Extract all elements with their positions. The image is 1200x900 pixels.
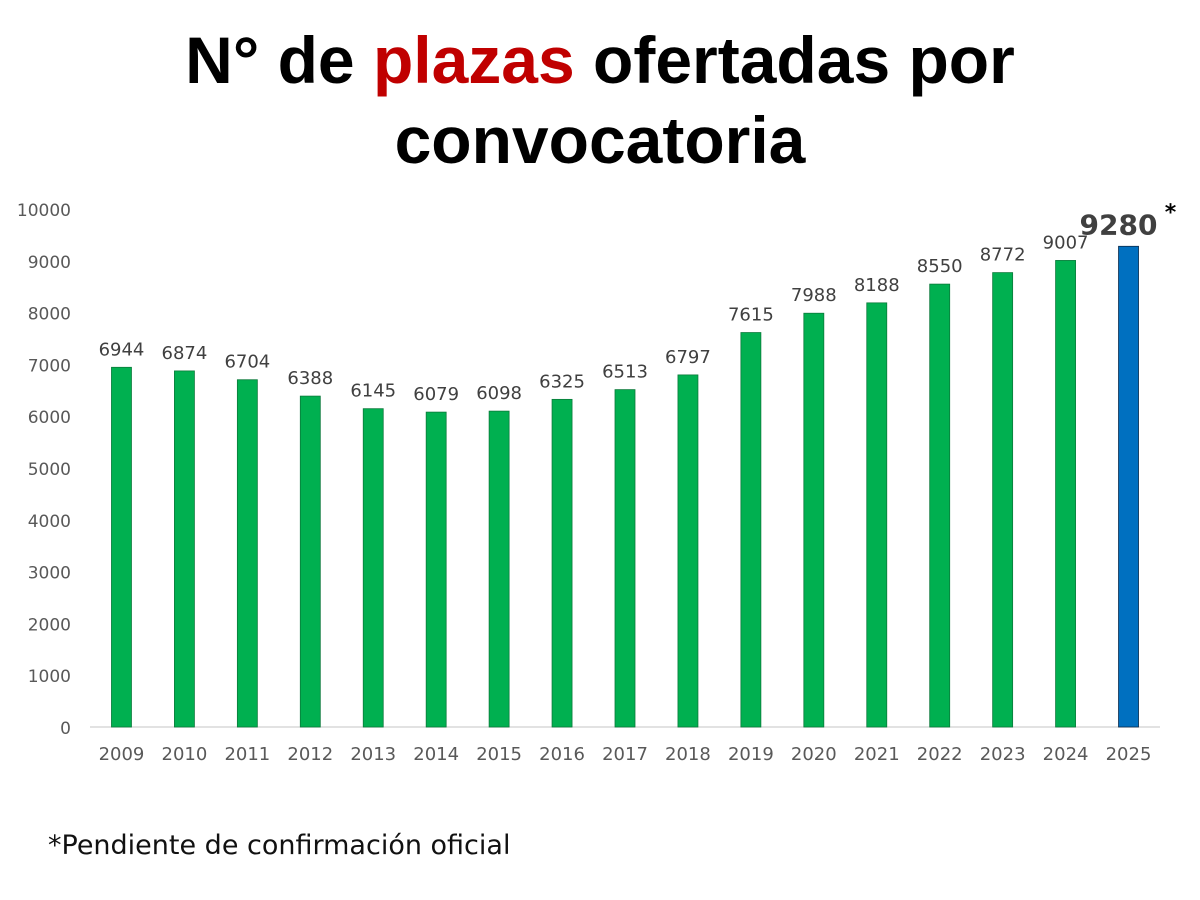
- x-tick-label: 2022: [917, 744, 963, 765]
- x-tick-label: 2010: [162, 744, 208, 765]
- y-tick-label: 4000: [28, 512, 71, 532]
- bar: [1118, 245, 1139, 728]
- x-tick-label: 2013: [350, 744, 396, 765]
- bar-chart: 0 1000 2000 3000 4000 5000 6000 7000 8000 9000 100…: [17, 200, 1177, 765]
- data-label: 6944: [99, 339, 145, 360]
- data-label-highlight: 9280: [1080, 208, 1158, 241]
- bar: [803, 312, 825, 728]
- y-tick-label: 9000: [28, 253, 71, 273]
- bar: [111, 366, 132, 728]
- data-label: 6145: [350, 381, 396, 402]
- x-tick-label: 2011: [224, 744, 270, 765]
- footnote: *Pendiente de confirmación oficial: [48, 830, 511, 861]
- x-tick-label: 2014: [413, 744, 459, 765]
- y-tick-label: 1000: [28, 667, 71, 687]
- x-tick-label: 2020: [791, 744, 837, 765]
- bar: [488, 410, 510, 728]
- bar: [362, 408, 384, 728]
- data-label: 6874: [162, 343, 208, 364]
- x-tick-label: 2024: [1043, 744, 1089, 765]
- y-tick-label: 7000: [28, 356, 71, 376]
- bar: [174, 370, 195, 728]
- bar: [236, 379, 258, 728]
- x-tick-label: 2021: [854, 744, 900, 765]
- data-label: 8550: [917, 256, 963, 277]
- bar: [740, 332, 762, 728]
- x-tick-label: 2019: [728, 744, 774, 765]
- data-label: 8188: [854, 275, 900, 296]
- bar: [1055, 260, 1076, 728]
- x-tick-label: 2012: [287, 744, 333, 765]
- title-line-1: N° de plazas ofertadas por: [0, 20, 1200, 100]
- data-label: 6388: [287, 368, 333, 389]
- chart-title: N° de plazas ofertadas por convocatoria: [0, 20, 1200, 180]
- bar: [929, 283, 951, 728]
- title-part-1: N° de: [185, 23, 373, 97]
- data-label: 6797: [665, 347, 711, 368]
- data-label: 6513: [602, 362, 648, 383]
- bar: [551, 398, 573, 728]
- data-label: 6325: [539, 371, 585, 392]
- data-label: 7615: [728, 305, 774, 326]
- data-label: 6098: [476, 383, 522, 404]
- y-tick-label: 10000: [17, 201, 71, 221]
- data-label: 8772: [980, 245, 1026, 266]
- y-tick-label: 6000: [28, 408, 71, 428]
- data-label: 6079: [413, 384, 459, 405]
- data-label: 6704: [224, 352, 270, 373]
- y-tick-label: 0: [60, 719, 71, 739]
- highlight-asterisk: *: [1165, 200, 1177, 225]
- x-tick-label: 2016: [539, 744, 585, 765]
- y-tick-label: 3000: [28, 564, 71, 584]
- y-tick-label: 8000: [28, 305, 71, 325]
- y-tick-label: 2000: [28, 615, 71, 635]
- y-tick-label: 5000: [28, 460, 71, 480]
- x-tick-label: 2017: [602, 744, 648, 765]
- x-tick-label: 2018: [665, 744, 711, 765]
- bar: [866, 302, 888, 728]
- title-part-2: ofertadas por: [574, 23, 1015, 97]
- x-tick-label: 2009: [99, 744, 145, 765]
- title-highlight: plazas: [372, 23, 575, 97]
- x-tick-label: 2025: [1106, 744, 1152, 765]
- bar: [425, 411, 447, 728]
- x-tick-label: 2023: [980, 744, 1026, 765]
- bar: [299, 395, 321, 728]
- data-label: 9007: [1043, 232, 1089, 253]
- bar: [992, 272, 1014, 728]
- title-line-2: convocatoria: [394, 103, 806, 177]
- x-tick-label: 2015: [476, 744, 522, 765]
- bar: [614, 389, 636, 728]
- bar: [677, 374, 699, 728]
- data-label: 7988: [791, 285, 837, 306]
